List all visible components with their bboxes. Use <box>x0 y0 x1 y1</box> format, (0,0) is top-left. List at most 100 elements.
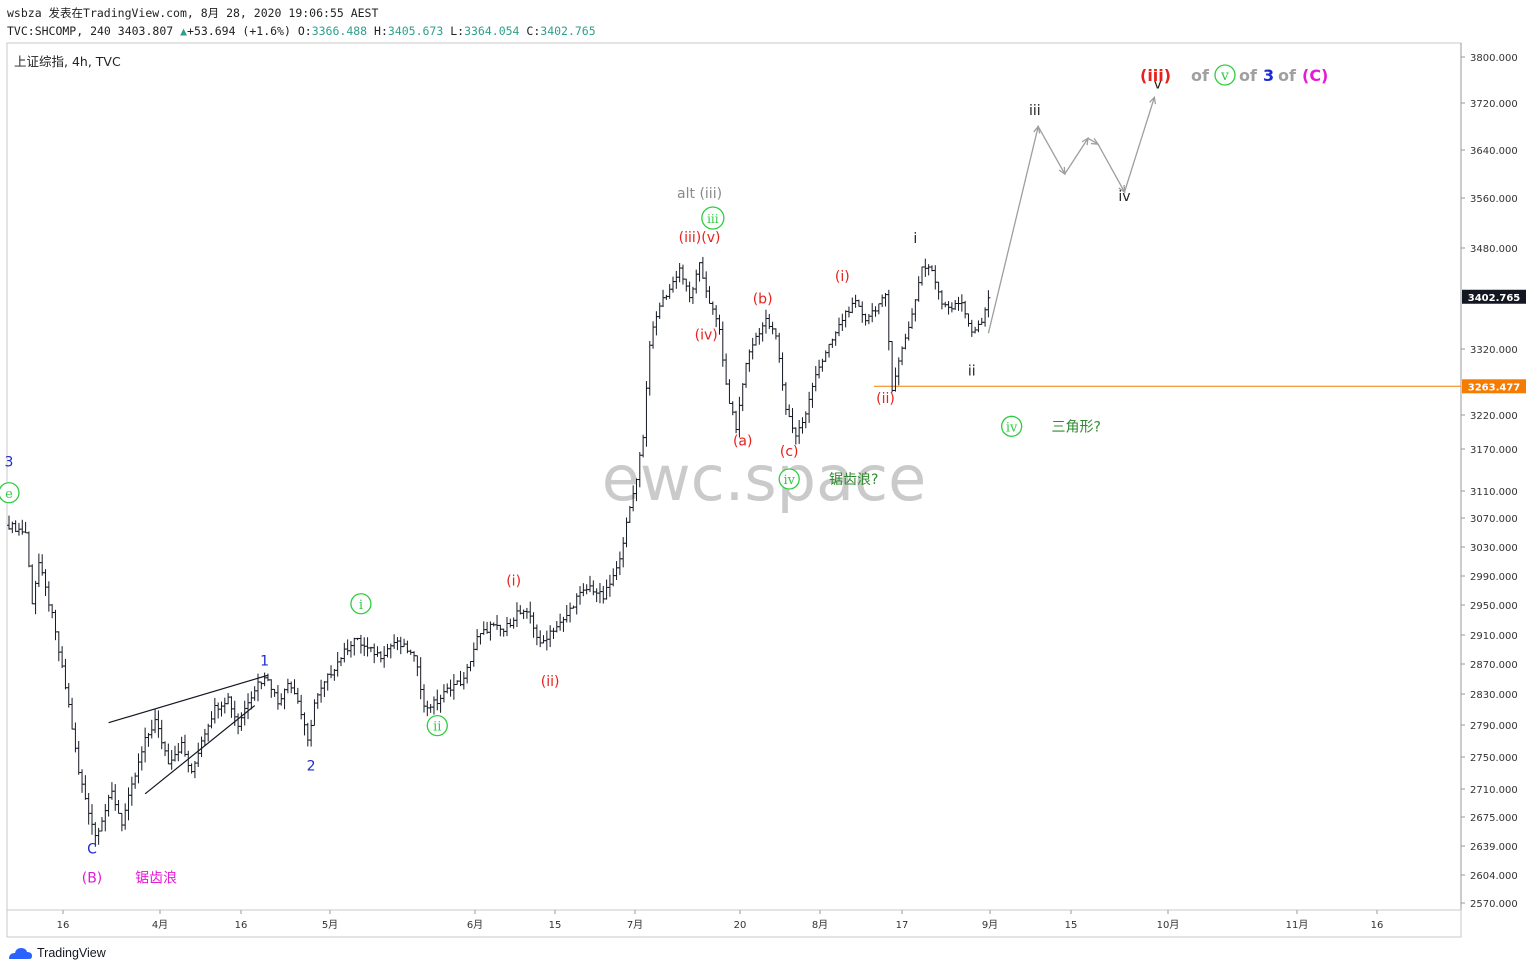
wave-label-circle <box>1000 415 1023 437</box>
headline-label: of <box>1278 66 1297 85</box>
wave-label: (c) <box>780 444 799 460</box>
y-tick-label: 2910.000 <box>1470 631 1518 642</box>
wave-label: (a) <box>733 434 753 450</box>
x-tick-label: 20 <box>734 920 747 931</box>
projection-arrowhead <box>1149 95 1157 105</box>
x-tick-label: 15 <box>1065 920 1078 931</box>
wave-label: (i) <box>506 573 521 589</box>
headline-circle <box>1214 64 1236 86</box>
wave-label-circle <box>0 482 20 504</box>
header-line-2: TVC:SHCOMP, 240 3403.807 ▲+53.694 (+1.6%… <box>7 24 596 38</box>
x-tick-label: 9月 <box>982 919 998 931</box>
wedge-trendline <box>108 674 269 724</box>
projection-arrowhead <box>1081 136 1089 146</box>
x-tick-label: 8月 <box>812 919 828 931</box>
wave-label: (B) <box>82 870 103 886</box>
watermark: ewc.space <box>602 442 927 515</box>
x-tick-label: 11月 <box>1286 919 1309 931</box>
wave-label: 1 <box>260 654 269 670</box>
wave-label: iv <box>1006 420 1018 435</box>
projection-arrowhead <box>1118 184 1126 194</box>
time-axis-frame <box>6 909 1462 938</box>
wave-label: ii <box>433 720 441 735</box>
y-tick-label: 2750.000 <box>1470 753 1518 764</box>
low-label: L: <box>450 24 465 38</box>
headline-label: of <box>1191 66 1210 85</box>
y-tick-label: 2870.000 <box>1470 660 1518 671</box>
y-tick-label: 2990.000 <box>1470 572 1518 583</box>
author-timestamp: wsbza 发表在TradingView.com, 8月 28, 2020 19… <box>7 6 379 20</box>
wave-label: (ii) <box>541 674 560 690</box>
support-price-label: 3263.477 <box>1468 382 1521 393</box>
close-value: 3402.765 <box>540 24 596 38</box>
wave-label: C <box>87 841 97 857</box>
x-tick-label: 7月 <box>627 919 643 931</box>
x-tick-label: 5月 <box>322 919 338 931</box>
y-tick-label: 3480.000 <box>1470 244 1518 255</box>
y-tick-label: 3030.000 <box>1470 543 1518 554</box>
y-tick-label: 2710.000 <box>1470 785 1518 796</box>
wave-label: ii <box>968 363 976 379</box>
y-tick-label: 3800.000 <box>1470 53 1518 64</box>
change-up-icon: ▲ <box>180 24 188 38</box>
price-change: +53.694 (+1.6%) <box>187 24 291 38</box>
wave-label-circle <box>778 468 800 490</box>
y-tick-label: 3640.000 <box>1470 146 1518 157</box>
wave-label: iv <box>783 473 795 488</box>
projection-arrowhead <box>1058 166 1066 176</box>
wave-label: (ii) <box>876 391 895 407</box>
y-tick-label: 3320.000 <box>1470 345 1518 356</box>
wave-label: iv <box>1118 189 1130 205</box>
wave-label: (i) <box>835 269 850 285</box>
wave-label: iii <box>1029 103 1041 119</box>
y-tick-label: 3170.000 <box>1470 445 1518 456</box>
headline-label: v <box>1220 68 1229 84</box>
support-price-tag <box>1462 379 1526 394</box>
x-tick-label: 17 <box>896 920 909 931</box>
y-tick-label: 3070.000 <box>1470 514 1518 525</box>
open-value: 3366.488 <box>311 24 368 38</box>
wave-label: (iv) <box>695 328 718 344</box>
symbol-info: TVC:SHCOMP, 240 3403.807 <box>7 24 174 38</box>
brand-name: TradingView <box>37 946 106 960</box>
x-tick-label: 16 <box>57 920 70 931</box>
high-value: 3405.673 <box>387 24 444 38</box>
x-tick-label: 15 <box>549 920 562 931</box>
ohlc-bars <box>7 256 991 847</box>
x-tick-label: 6月 <box>467 919 483 931</box>
last-price-tag <box>1462 289 1526 304</box>
header-line-1: wsbza 发表在TradingView.com, 8月 28, 2020 19… <box>7 5 378 21</box>
wave-label: 锯齿浪 <box>135 870 177 886</box>
wave-label-circle <box>350 593 372 615</box>
wave-label: alt (iii) <box>677 186 722 202</box>
tradingview-logo[interactable]: TradingView <box>7 946 106 960</box>
y-tick-label: 3110.000 <box>1470 487 1518 498</box>
y-tick-label: 3220.000 <box>1470 411 1518 422</box>
ohlc-bar <box>986 290 991 318</box>
y-tick-label: 3720.000 <box>1470 99 1518 110</box>
projection-arrowhead <box>1090 137 1100 145</box>
wedge-trendline <box>144 705 256 795</box>
wave-label: (iii)(v) <box>679 230 721 246</box>
headline-label: 3 <box>1263 66 1274 85</box>
y-tick-label: 2639.000 <box>1470 842 1518 853</box>
wave-label: (b) <box>753 292 773 308</box>
y-tick-label: 2570.000 <box>1470 899 1518 910</box>
low-value: 3364.054 <box>464 24 520 38</box>
y-tick-label: 2830.000 <box>1470 690 1518 701</box>
headline-label: (iii) <box>1140 66 1171 85</box>
projection-arrowhead <box>1033 125 1041 134</box>
last-price-label: 3402.765 <box>1468 293 1521 304</box>
y-tick-label: 2604.000 <box>1470 871 1518 882</box>
y-tick-label: 3560.000 <box>1470 194 1518 205</box>
high-label: H: <box>374 24 388 38</box>
wave-label-circle <box>701 206 725 230</box>
y-tick-label: 2790.000 <box>1470 721 1518 732</box>
x-tick-label: 16 <box>235 920 248 931</box>
tradingview-cloud-icon <box>9 948 32 959</box>
x-tick-label: 10月 <box>1157 919 1180 931</box>
y-tick-label: 2675.000 <box>1470 813 1518 824</box>
x-tick-label: 16 <box>1371 920 1384 931</box>
wave-label: i <box>359 598 363 613</box>
